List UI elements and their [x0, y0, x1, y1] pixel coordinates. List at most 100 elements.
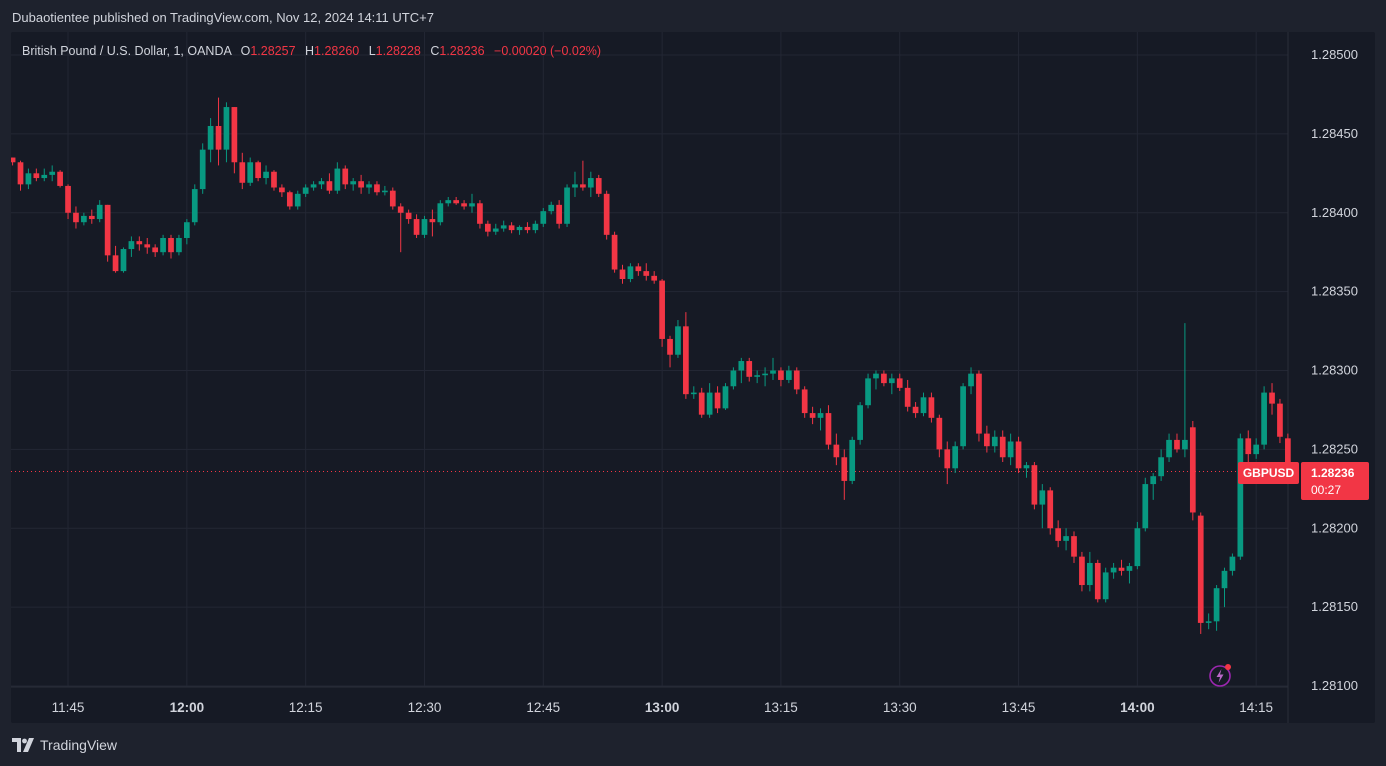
candle [556, 200, 562, 229]
time-tick-label: 13:00 [645, 700, 680, 715]
candle-body [191, 189, 198, 223]
candle [968, 367, 974, 395]
candle-body [477, 203, 483, 224]
candle-body [603, 193, 610, 235]
candle [1269, 383, 1275, 415]
candle-body [888, 378, 895, 384]
candle [33, 168, 40, 182]
candle [603, 190, 610, 240]
candle-body [247, 162, 254, 183]
candle-body [896, 378, 903, 388]
candle [651, 271, 658, 284]
candle [1086, 551, 1093, 592]
candle-body [651, 275, 658, 281]
candle [279, 184, 285, 197]
candle-body [548, 204, 555, 212]
candle [484, 220, 491, 237]
candle-body [595, 178, 602, 194]
candle [1261, 386, 1267, 450]
candle [334, 162, 341, 194]
price-tick-label: 1.28500 [1311, 47, 1358, 62]
candle-body [437, 203, 444, 223]
candle [841, 449, 848, 500]
candle-body [81, 215, 87, 223]
candle-body [746, 361, 753, 377]
candle-body [976, 373, 982, 434]
candle [1174, 433, 1180, 453]
candle-body [294, 193, 301, 207]
price-tick-label: 1.28400 [1311, 205, 1358, 220]
candle [635, 263, 642, 276]
candle-body [532, 223, 539, 231]
candle-body [342, 168, 349, 185]
candle-body [1007, 441, 1014, 458]
candle [160, 234, 166, 256]
candle [730, 367, 737, 390]
candle-body [738, 361, 745, 371]
symbol-legend: British Pound / U.S. Dollar, 1, OANDA O 1… [22, 44, 601, 58]
candle-body [611, 234, 618, 270]
price-tick-label: 1.28300 [1311, 363, 1358, 378]
candle [833, 433, 840, 466]
legend-open-label: O [240, 44, 251, 58]
candle-body [73, 212, 79, 223]
candle [904, 379, 911, 412]
candle-body [1086, 562, 1093, 586]
candle [532, 220, 539, 234]
candle [643, 263, 650, 281]
price-tick-label: 1.28100 [1311, 678, 1358, 693]
candle [1166, 433, 1172, 462]
candle-body [1110, 567, 1117, 573]
candle-body [1261, 392, 1267, 445]
chart-area[interactable]: 1.28500 1.28450 1.28400 1.28350 1.28300 1.282… [11, 32, 1375, 723]
candle [1047, 487, 1054, 535]
candle-body [310, 184, 317, 188]
candle [1126, 562, 1133, 584]
candle-body [350, 181, 357, 185]
candle-body [754, 375, 761, 377]
candle-body [25, 173, 32, 185]
candle-body [881, 373, 887, 384]
candle [310, 181, 317, 191]
candle-body [801, 389, 808, 414]
candle [326, 173, 333, 194]
candle [1110, 562, 1117, 579]
legend-title: British Pound / U.S. Dollar, 1, OANDA [22, 44, 232, 58]
candle [754, 370, 761, 384]
candle-body [1213, 588, 1220, 622]
candle [104, 204, 111, 262]
candle [453, 196, 460, 205]
time-tick-label: 12:15 [289, 700, 323, 715]
candle-body [405, 212, 412, 220]
candle-body [176, 237, 182, 253]
candle [207, 118, 214, 163]
candle-body [366, 184, 372, 188]
legend-close-value: 1.28236 [439, 44, 485, 58]
legend-low-label: L [368, 44, 376, 58]
candle-body [619, 269, 626, 280]
candle [17, 160, 24, 191]
candle-body [516, 226, 523, 231]
tradingview-footer[interactable]: TradingView [12, 737, 117, 753]
candle-body [793, 370, 800, 390]
candle-body [1102, 572, 1109, 600]
candle-body [770, 370, 776, 374]
time-axis[interactable]: 11:45 12:00 12:15 12:30 12:45 13:00 13:15 13:30… [52, 700, 1273, 715]
candle [445, 196, 452, 207]
candle-body [1253, 444, 1260, 455]
price-axis[interactable]: 1.28500 1.28450 1.28400 1.28350 1.28300 1.282… [1311, 47, 1358, 693]
time-tick-label: 13:30 [883, 700, 917, 715]
candle [1213, 585, 1220, 631]
lightning-icon[interactable] [1208, 662, 1234, 688]
candle [928, 392, 935, 423]
candle-body [778, 370, 784, 380]
candle [477, 200, 483, 229]
candle-body [1063, 536, 1069, 541]
candle [199, 143, 206, 194]
candle [659, 279, 665, 347]
candle [271, 170, 277, 191]
candle-body [302, 187, 309, 194]
candle [1245, 430, 1252, 466]
candlestick-chart[interactable]: 1.28500 1.28450 1.28400 1.28350 1.28300 1.282… [11, 32, 1375, 723]
candle-body [1269, 392, 1275, 404]
